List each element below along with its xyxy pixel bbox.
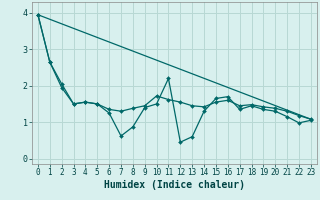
X-axis label: Humidex (Indice chaleur): Humidex (Indice chaleur) bbox=[104, 180, 245, 190]
